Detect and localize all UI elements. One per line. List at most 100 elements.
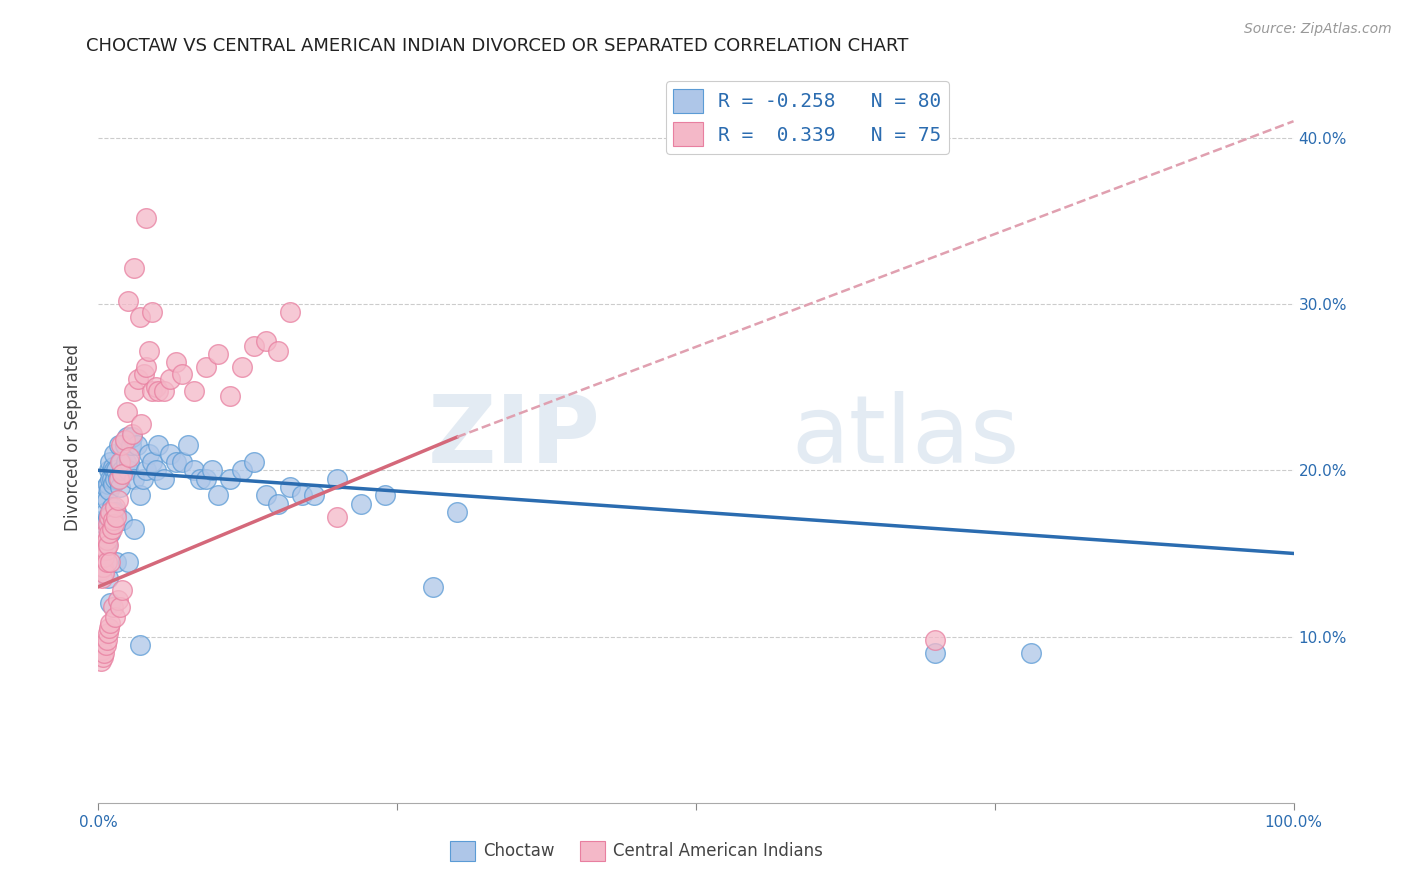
Point — [107, 438, 129, 452]
Text: ZIP: ZIP — [427, 391, 600, 483]
Point — [91, 649, 114, 664]
Point — [207, 488, 229, 502]
Point — [115, 430, 138, 444]
Point — [117, 293, 139, 308]
Point — [101, 460, 124, 475]
Point — [108, 599, 131, 614]
Point — [91, 643, 114, 657]
Point — [120, 438, 142, 452]
Point — [94, 480, 117, 494]
Point — [98, 472, 122, 486]
Point — [114, 438, 136, 452]
Point — [278, 305, 301, 319]
Point — [98, 463, 121, 477]
Point — [326, 509, 349, 524]
Point — [267, 497, 290, 511]
Point — [101, 513, 124, 527]
Point — [141, 384, 163, 398]
Point — [91, 530, 114, 544]
Point — [1019, 646, 1042, 660]
Point — [96, 555, 118, 569]
Point — [141, 305, 163, 319]
Point — [96, 538, 118, 552]
Point — [98, 616, 122, 631]
Point — [267, 343, 290, 358]
Point — [91, 543, 114, 558]
Legend: Choctaw, Central American Indians: Choctaw, Central American Indians — [443, 834, 830, 868]
Point — [98, 596, 122, 610]
Point — [177, 438, 200, 452]
Point — [291, 488, 314, 502]
Point — [90, 549, 112, 564]
Point — [93, 566, 115, 581]
Point — [94, 505, 117, 519]
Point — [924, 632, 946, 647]
Point — [159, 447, 181, 461]
Point — [104, 472, 127, 486]
Point — [98, 526, 122, 541]
Point — [110, 455, 132, 469]
Point — [145, 463, 167, 477]
Point — [165, 455, 187, 469]
Point — [108, 480, 131, 494]
Point — [254, 488, 277, 502]
Point — [90, 538, 112, 552]
Point — [124, 384, 146, 398]
Point — [107, 493, 129, 508]
Point — [100, 521, 122, 535]
Point — [104, 609, 127, 624]
Point — [350, 497, 373, 511]
Point — [98, 509, 121, 524]
Point — [97, 516, 120, 531]
Point — [138, 447, 160, 461]
Point — [117, 555, 139, 569]
Point — [129, 638, 152, 652]
Point — [129, 488, 152, 502]
Point — [98, 621, 121, 635]
Point — [153, 384, 176, 398]
Point — [94, 526, 117, 541]
Point — [105, 509, 128, 524]
Point — [101, 599, 124, 614]
Point — [254, 334, 277, 348]
Point — [118, 455, 141, 469]
Point — [117, 463, 139, 477]
Point — [90, 655, 112, 669]
Point — [127, 372, 149, 386]
Point — [91, 538, 114, 552]
Point — [188, 472, 211, 486]
Point — [100, 500, 122, 514]
Point — [302, 488, 325, 502]
Point — [98, 505, 122, 519]
Point — [101, 476, 124, 491]
Point — [422, 580, 444, 594]
Point — [105, 463, 128, 477]
Point — [148, 384, 170, 398]
Point — [104, 500, 127, 514]
Point — [159, 372, 181, 386]
Point — [98, 455, 122, 469]
Point — [103, 447, 125, 461]
Point — [97, 571, 120, 585]
Point — [131, 417, 153, 431]
Point — [183, 384, 205, 398]
Point — [165, 355, 187, 369]
Point — [91, 571, 114, 585]
Point — [110, 438, 132, 452]
Point — [124, 260, 146, 275]
Point — [124, 472, 146, 486]
Point — [195, 360, 218, 375]
Point — [93, 549, 115, 564]
Point — [114, 434, 136, 448]
Point — [107, 472, 129, 486]
Point — [97, 476, 120, 491]
Point — [243, 338, 266, 352]
Point — [219, 388, 242, 402]
Point — [96, 632, 118, 647]
Point — [135, 211, 157, 225]
Point — [91, 559, 114, 574]
Point — [207, 347, 229, 361]
Point — [93, 516, 115, 531]
Point — [100, 472, 122, 486]
Text: CHOCTAW VS CENTRAL AMERICAN INDIAN DIVORCED OR SEPARATED CORRELATION CHART: CHOCTAW VS CENTRAL AMERICAN INDIAN DIVOR… — [87, 37, 908, 54]
